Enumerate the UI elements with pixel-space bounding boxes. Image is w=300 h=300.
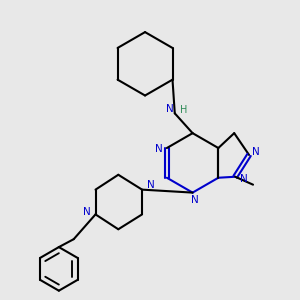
Text: N: N: [147, 180, 155, 190]
Text: N: N: [83, 207, 91, 218]
Text: N: N: [252, 147, 260, 157]
Text: N: N: [191, 194, 199, 205]
Text: H: H: [180, 105, 188, 116]
Text: N: N: [240, 174, 248, 184]
Text: N: N: [166, 104, 174, 114]
Text: N: N: [155, 144, 163, 154]
